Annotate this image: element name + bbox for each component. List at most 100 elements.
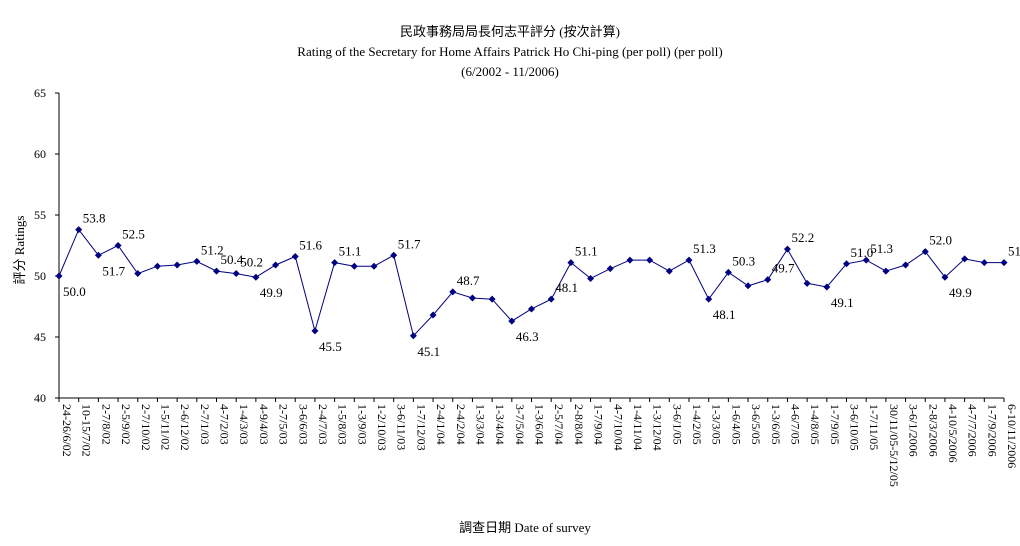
x-tick-label: 4-7/10/04 (611, 404, 625, 451)
x-tick-label: 1-7/9/04 (592, 404, 606, 445)
x-tick-label: 4-9/4/03 (257, 404, 271, 445)
data-point-marker (882, 267, 890, 275)
x-tick-label: 30/11/05-5/12/05 (887, 404, 901, 487)
data-point-marker (567, 259, 575, 267)
data-point-marker (803, 279, 811, 287)
data-point-marker (94, 251, 102, 259)
data-point-marker (75, 226, 83, 234)
chart-title-chinese: 民政事務局局長何志平評分 (按次計算) (400, 24, 620, 39)
x-tick-label: 1-3/6/05 (769, 404, 783, 445)
data-point-marker (980, 259, 988, 267)
x-axis-title: 調查日期 Date of survey (459, 520, 591, 535)
data-point-marker (862, 256, 870, 264)
data-label: 52.2 (791, 230, 814, 245)
chart-period: (6/2002 - 11/2006) (461, 64, 559, 79)
x-tick-label: 1-4/11/04 (631, 404, 645, 450)
data-label: 49.9 (260, 285, 283, 300)
data-label: 51.1 (575, 244, 598, 259)
data-point-marker (921, 248, 929, 256)
data-label: 52.5 (122, 227, 145, 242)
x-tick-label: 3-7/5/04 (513, 404, 527, 445)
x-tick-label: 1-5/8/03 (336, 404, 350, 445)
x-tick-label: 3-6/11/03 (395, 404, 409, 450)
data-label: 51.7 (398, 236, 421, 251)
x-tick-label: 1-3/4/04 (493, 404, 507, 445)
x-tick-label: 1-3/6/04 (533, 404, 547, 445)
data-point-marker (213, 267, 220, 275)
y-axis-title: 評分 Ratings (12, 216, 27, 285)
data-label: 51.1 (339, 244, 362, 259)
x-tick-label: 3-6/10/05 (848, 404, 862, 451)
x-tick-label: 3-6/6/03 (296, 404, 310, 445)
x-tick-label: 1-3/12/04 (651, 404, 665, 451)
data-point-marker (488, 295, 496, 303)
data-point-marker (823, 283, 831, 291)
data-point-marker (390, 251, 398, 259)
data-point-marker (941, 273, 949, 281)
chart-title-block: 民政事務局局長何志平評分 (按次計算) Rating of the Secret… (0, 22, 1020, 82)
data-label: 45.5 (319, 339, 342, 354)
data-label: 48.1 (713, 307, 736, 322)
data-point-marker (134, 270, 142, 278)
data-point-marker (311, 327, 319, 335)
data-label: 46.3 (516, 329, 539, 344)
x-tick-label: 1-2/10/03 (375, 404, 389, 451)
data-label: 53.8 (83, 211, 106, 226)
ratings-series (55, 226, 1008, 340)
x-tick-label: 1-3/9/03 (355, 404, 369, 445)
data-label: 50.0 (63, 284, 86, 299)
data-label: 51.3 (870, 241, 893, 256)
data-point-marker (646, 256, 654, 264)
x-tick-label: 2-4/1/04 (434, 404, 448, 445)
y-tick-label: 45 (34, 330, 46, 344)
data-point-marker (783, 245, 791, 253)
data-label: 51.1 (1008, 244, 1020, 259)
data-point-marker (429, 311, 437, 319)
data-point-marker (528, 305, 535, 313)
data-point-marker (665, 267, 673, 275)
data-point-marker (449, 288, 457, 296)
data-label: 52.0 (929, 233, 952, 248)
x-tick-label: 3-6/1/05 (670, 404, 684, 445)
data-label: 49.9 (949, 285, 972, 300)
x-tick-label: 2-4/7/03 (316, 404, 330, 445)
data-label: 50.4 (221, 252, 244, 267)
data-point-marker (173, 261, 181, 269)
x-tick-label: 1-7/9/05 (828, 404, 842, 445)
data-point-marker (587, 274, 595, 282)
x-tick-label: 2-7/5/03 (277, 404, 291, 445)
x-tick-label: 4-7/2/03 (218, 404, 232, 445)
x-tick-label: 1-7/9/2006 (985, 404, 999, 457)
data-point-marker (153, 262, 161, 270)
data-point-marker (961, 255, 969, 263)
x-tick-label: 3-6/5/05 (749, 404, 763, 445)
data-point-marker (272, 261, 280, 269)
data-label: 51.0 (851, 245, 874, 260)
data-point-marker (232, 270, 240, 278)
x-tick-label: 1-5/11/02 (158, 404, 172, 450)
x-tick-label: 2-8/3/2006 (926, 404, 940, 457)
data-point-marker (606, 265, 614, 273)
data-label: 50.3 (732, 253, 755, 268)
data-labels: 50.0 53.8 51.7 52.5 51.250.450.2 49.9 51.6 45.5… (63, 211, 1020, 359)
y-tick-label: 60 (34, 147, 46, 161)
data-point-marker (508, 317, 516, 325)
data-label: 51.7 (102, 263, 125, 278)
x-axis-ticks: 24-26/6/02 10-15/7/02 2-7/8/02 2-5/9/02 2-7/… (58, 398, 1019, 487)
x-tick-label: 2-7/8/02 (99, 404, 113, 445)
x-tick-label: 1-3/3/05 (710, 404, 724, 445)
y-axis-ticks: 40 45 50 55 60 65 (34, 86, 59, 405)
data-point-marker (252, 273, 260, 281)
y-tick-label: 50 (34, 269, 46, 283)
data-label: 49.7 (772, 261, 795, 276)
data-point-marker (724, 268, 732, 276)
x-tick-label: 10-15/7/02 (80, 404, 94, 457)
x-tick-label: 2-7/10/02 (139, 404, 153, 451)
chart-title-english: Rating of the Secretary for Home Affairs… (297, 44, 723, 59)
data-point-marker (291, 252, 299, 260)
data-label: 51.2 (201, 242, 224, 257)
x-tick-label: 3-6/1/2006 (907, 404, 921, 457)
data-point-marker (685, 256, 693, 264)
data-label: 50.2 (240, 255, 263, 270)
